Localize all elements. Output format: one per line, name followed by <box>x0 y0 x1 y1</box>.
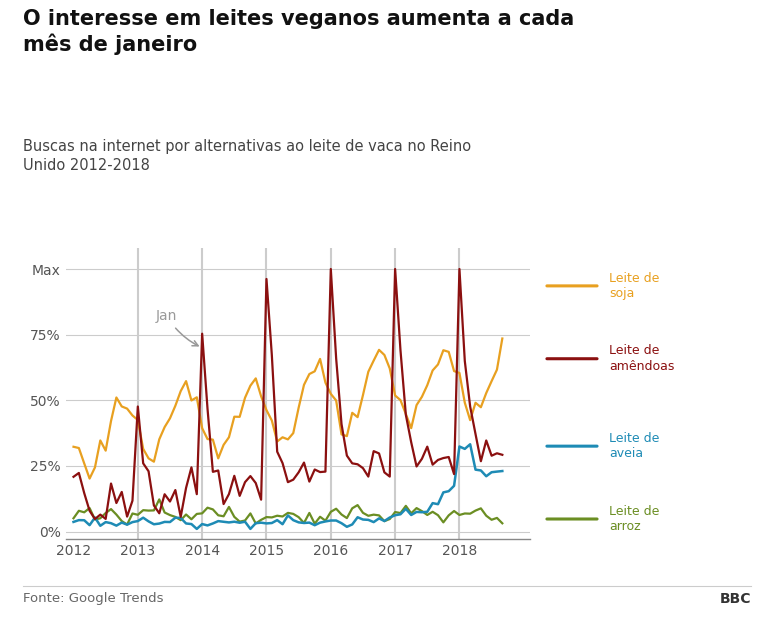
Text: Buscas na internet por alternativas ao leite de vaca no Reino
Unido 2012-2018: Buscas na internet por alternativas ao l… <box>23 140 471 173</box>
Text: Jan: Jan <box>156 309 198 346</box>
Text: Leite de
soja: Leite de soja <box>609 272 659 300</box>
Text: Fonte: Google Trends: Fonte: Google Trends <box>23 592 164 605</box>
Text: O interesse em leites veganos aumenta a cada
mês de janeiro: O interesse em leites veganos aumenta a … <box>23 9 574 55</box>
Text: Leite de
amêndoas: Leite de amêndoas <box>609 345 674 373</box>
Text: BBC: BBC <box>719 592 751 606</box>
Text: Leite de
arroz: Leite de arroz <box>609 505 659 533</box>
Text: Leite de
aveia: Leite de aveia <box>609 432 659 461</box>
